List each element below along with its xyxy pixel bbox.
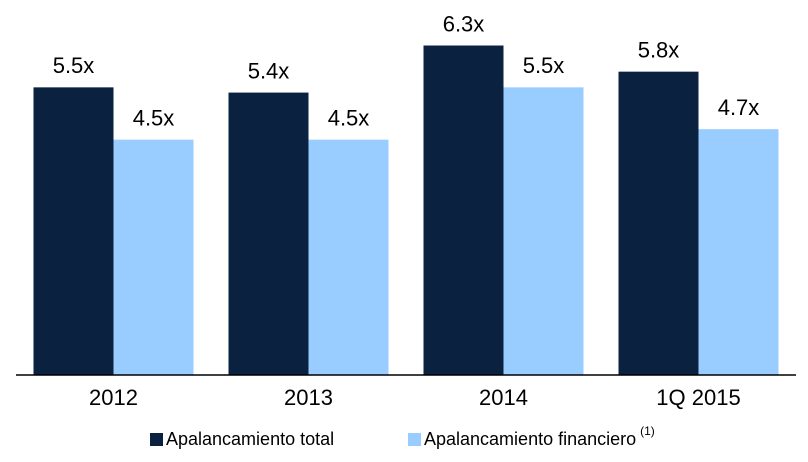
legend-label: Apalancamiento total (166, 429, 334, 449)
bar (308, 139, 389, 375)
legend-swatch (150, 433, 163, 446)
value-label: 4.5x (133, 105, 175, 130)
bar (423, 45, 504, 375)
legend-label: Apalancamiento financiero (424, 429, 636, 449)
bar (618, 71, 699, 375)
bar (113, 139, 194, 375)
bar (33, 87, 114, 375)
bar (698, 129, 779, 375)
legend-swatch (408, 433, 421, 446)
bar (503, 87, 584, 375)
value-label: 4.5x (328, 105, 370, 130)
value-label: 4.7x (718, 95, 760, 120)
x-tick-label: 1Q 2015 (656, 385, 740, 410)
x-tick-label: 2012 (89, 385, 138, 410)
value-label: 5.5x (523, 53, 565, 78)
value-label: 5.5x (53, 53, 95, 78)
bar (228, 92, 309, 375)
value-label: 5.8x (638, 37, 680, 62)
x-tick-label: 2013 (284, 385, 333, 410)
legend-footnote: (1) (640, 424, 655, 438)
value-label: 5.4x (248, 58, 290, 83)
x-tick-label: 2014 (479, 385, 528, 410)
value-label: 6.3x (443, 11, 485, 36)
